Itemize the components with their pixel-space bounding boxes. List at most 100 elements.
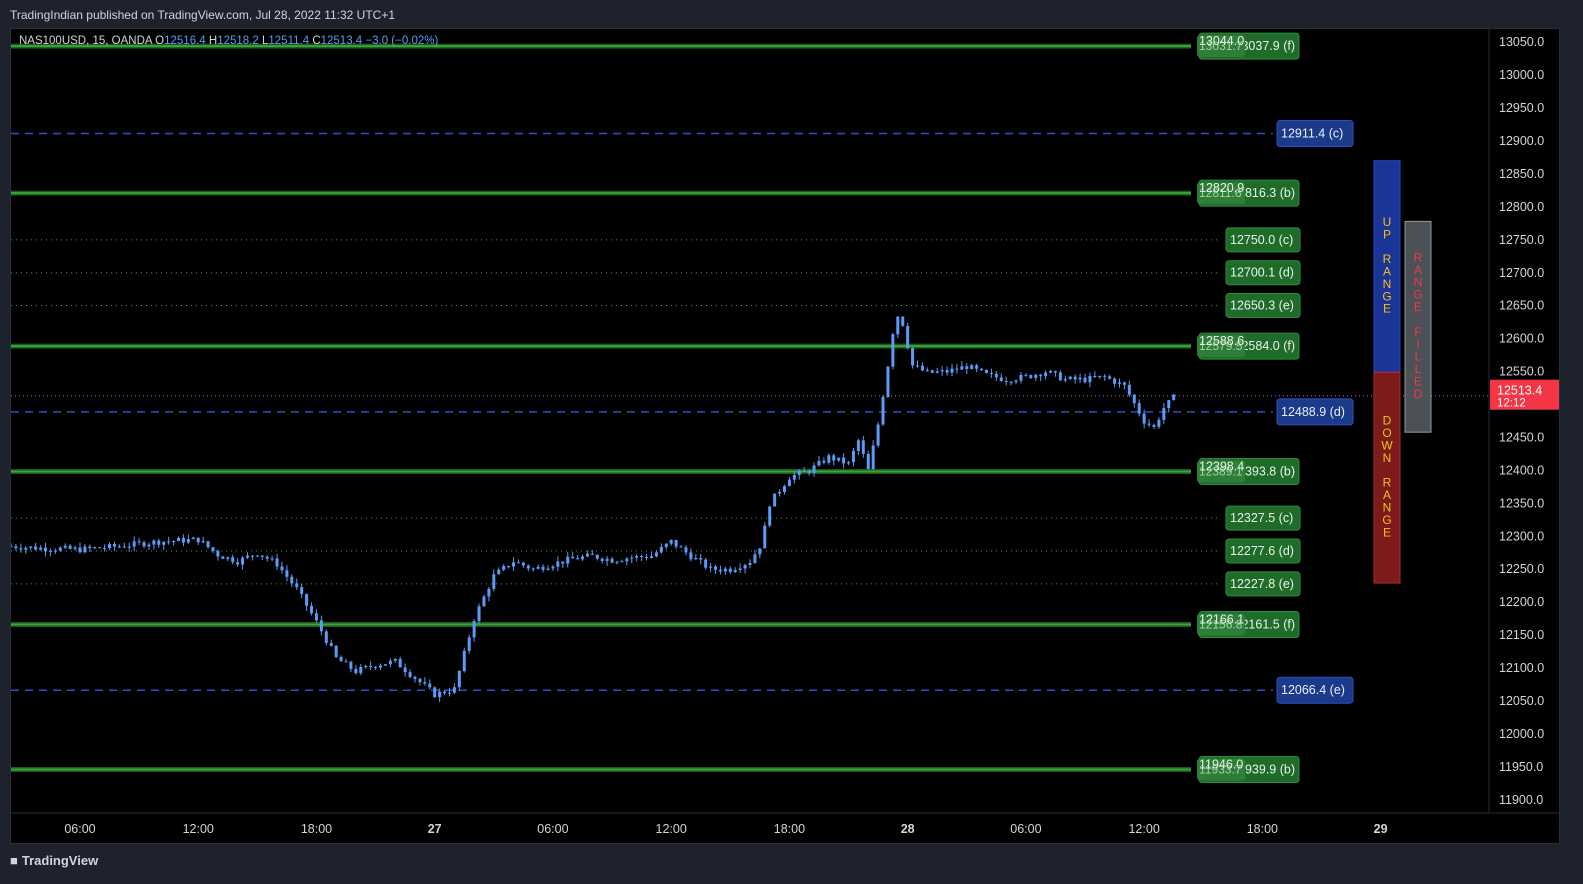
candle-body bbox=[536, 566, 540, 569]
candle-body bbox=[83, 546, 87, 553]
candle-body bbox=[1142, 413, 1146, 424]
candle-body bbox=[999, 377, 1003, 382]
tradingview-logo[interactable]: ■ TradingView bbox=[10, 853, 98, 868]
candle-body bbox=[403, 667, 407, 673]
candle-body bbox=[546, 568, 550, 570]
candle-body bbox=[1073, 376, 1077, 380]
candle-body bbox=[787, 479, 791, 487]
range-filled-letter: I bbox=[1416, 337, 1419, 351]
candle-body bbox=[585, 553, 589, 557]
candle-body bbox=[718, 569, 722, 572]
level-label-box bbox=[1225, 505, 1301, 531]
publish-header: TradingIndian published on TradingView.c… bbox=[0, 0, 1583, 28]
level-tag-value: 12156.8 bbox=[1199, 618, 1243, 632]
candle-body bbox=[1093, 376, 1097, 378]
candle-body bbox=[674, 539, 678, 547]
price-tick-label: 12800.0 bbox=[1499, 200, 1544, 214]
candle-body bbox=[851, 450, 855, 463]
candle-body bbox=[871, 445, 875, 470]
level-label-box bbox=[1225, 260, 1301, 286]
level-tag-value: 11933.7 bbox=[1199, 763, 1242, 777]
candle-body bbox=[1088, 376, 1092, 383]
down-range-letter: D bbox=[1383, 414, 1392, 428]
candle-body bbox=[438, 691, 442, 698]
candle-body bbox=[576, 558, 580, 560]
candle-body bbox=[1034, 374, 1038, 379]
candle-body bbox=[1172, 394, 1176, 401]
candle-body bbox=[797, 470, 801, 475]
candle-body bbox=[526, 565, 530, 569]
candle-body bbox=[630, 557, 634, 559]
time-tick-label: 29 bbox=[1374, 822, 1388, 836]
level-side-label: 11939.9 (b) bbox=[1232, 763, 1295, 777]
candle-body bbox=[1157, 419, 1161, 427]
candle-body bbox=[68, 545, 72, 549]
candle-body bbox=[856, 440, 860, 451]
level-tag-box bbox=[1197, 182, 1245, 205]
level-label-box bbox=[1225, 571, 1301, 597]
brand-label: TradingView bbox=[21, 853, 99, 868]
price-tick-label: 12450.0 bbox=[1499, 430, 1544, 444]
candle-body bbox=[186, 539, 190, 543]
candle-body bbox=[738, 568, 742, 570]
candle-body bbox=[1137, 403, 1141, 414]
candle-body bbox=[393, 658, 397, 661]
range-filled-letter: D bbox=[1414, 387, 1423, 401]
candle-body bbox=[566, 556, 570, 564]
chart-area[interactable]: 11900.0 11950.0 12000.0 12050.0 12100.0 12150… bbox=[10, 28, 1560, 844]
candle-body bbox=[295, 583, 299, 588]
tradingview-logo-icon: ■ bbox=[10, 853, 18, 868]
level-side-label: 12584.0 (f) bbox=[1235, 339, 1295, 353]
level-label: 12911.4 (c) bbox=[1281, 126, 1343, 140]
level-price-label: 13044.0 bbox=[1199, 34, 1244, 48]
candle-body bbox=[1058, 372, 1062, 381]
price-tick-label: 12700.0 bbox=[1499, 266, 1544, 280]
down-range-letter: N bbox=[1383, 451, 1392, 465]
level-label: 12488.9 (d) bbox=[1281, 405, 1345, 419]
candle-body bbox=[521, 562, 525, 566]
price-chart[interactable]: 11900.0 11950.0 12000.0 12050.0 12100.0 12150… bbox=[11, 29, 1559, 843]
candle-body bbox=[975, 365, 979, 369]
low-value: 12511.4 bbox=[268, 35, 310, 47]
price-tick-label: 12850.0 bbox=[1499, 167, 1544, 181]
candle-body bbox=[457, 670, 461, 688]
range-filled-letter: F bbox=[1414, 325, 1421, 339]
up-range-letter: G bbox=[1382, 289, 1391, 303]
time-tick-label: 12:00 bbox=[183, 822, 214, 836]
candle-body bbox=[364, 665, 368, 668]
candle-body bbox=[472, 621, 476, 638]
level-label: 12227.8 (e) bbox=[1230, 577, 1294, 591]
level-label: 12327.5 (c) bbox=[1230, 511, 1293, 525]
time-tick-label: 28 bbox=[901, 822, 915, 836]
time-tick-label: 27 bbox=[428, 822, 442, 836]
candle-body bbox=[285, 570, 289, 577]
level-side-label: 12816.3 (b) bbox=[1231, 186, 1295, 200]
candle-body bbox=[847, 462, 851, 464]
open-label: O bbox=[155, 35, 165, 47]
level-label-box bbox=[1225, 538, 1301, 564]
candle-body bbox=[1049, 371, 1053, 373]
time-tick-label: 18:00 bbox=[774, 822, 805, 836]
candle-body bbox=[1167, 400, 1171, 409]
candle-body bbox=[965, 366, 969, 369]
price-tick-label: 11950.0 bbox=[1499, 760, 1543, 774]
level-tag-box bbox=[1197, 35, 1245, 58]
candle-body bbox=[842, 457, 846, 464]
change-value: −3.0 (−0.02%) bbox=[365, 35, 439, 47]
candle-body bbox=[383, 664, 387, 666]
candle-body bbox=[1162, 408, 1166, 420]
level-label: 12277.6 (d) bbox=[1230, 544, 1294, 558]
level-label-box bbox=[1276, 119, 1354, 147]
candle-body bbox=[876, 424, 880, 446]
candle-body bbox=[832, 455, 836, 461]
candle-body bbox=[162, 541, 166, 545]
symbol-label[interactable]: NAS100USD, 15, OANDA bbox=[19, 35, 152, 47]
level-label-box bbox=[1276, 676, 1354, 704]
level-tag-box bbox=[1197, 613, 1245, 636]
candle-body bbox=[891, 334, 895, 367]
candle-body bbox=[48, 550, 52, 552]
candle-body bbox=[334, 645, 338, 658]
ohlc-legend: NAS100USD, 15, OANDA O12516.4 H12518.2 L… bbox=[19, 35, 438, 47]
candle-body bbox=[98, 547, 102, 549]
candle-body bbox=[482, 596, 486, 607]
